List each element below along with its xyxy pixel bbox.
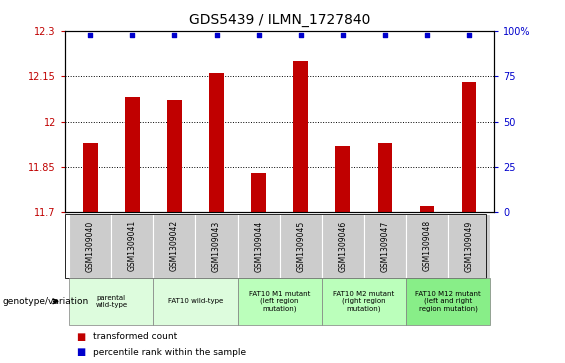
Text: parental
wild-type: parental wild-type xyxy=(95,295,127,308)
Bar xyxy=(111,214,153,278)
Bar xyxy=(377,143,392,212)
Text: GSM1309048: GSM1309048 xyxy=(423,220,432,272)
Bar xyxy=(420,206,434,212)
Bar xyxy=(406,214,448,278)
Text: GSM1309041: GSM1309041 xyxy=(128,220,137,272)
Text: genotype/variation: genotype/variation xyxy=(3,297,89,306)
Text: GSM1309047: GSM1309047 xyxy=(380,220,389,272)
Bar xyxy=(153,278,237,325)
Point xyxy=(380,32,389,38)
Text: GSM1309046: GSM1309046 xyxy=(338,220,347,272)
Point xyxy=(296,32,305,38)
Bar xyxy=(237,278,322,325)
Bar xyxy=(448,214,490,278)
Title: GDS5439 / ILMN_1727840: GDS5439 / ILMN_1727840 xyxy=(189,13,371,27)
Bar xyxy=(209,73,224,212)
Point xyxy=(254,32,263,38)
Text: transformed count: transformed count xyxy=(93,333,177,341)
Point xyxy=(338,32,347,38)
Text: GSM1309049: GSM1309049 xyxy=(464,220,473,272)
Bar xyxy=(280,214,322,278)
Bar xyxy=(125,97,140,212)
Point xyxy=(423,32,432,38)
Point xyxy=(464,32,473,38)
Bar xyxy=(336,146,350,212)
Bar xyxy=(69,278,153,325)
Point xyxy=(212,32,221,38)
Bar xyxy=(237,214,280,278)
Bar xyxy=(406,278,490,325)
Text: GSM1309042: GSM1309042 xyxy=(170,220,179,272)
Bar xyxy=(83,143,98,212)
Text: ■: ■ xyxy=(76,332,85,342)
Text: percentile rank within the sample: percentile rank within the sample xyxy=(93,348,246,356)
Text: FAT10 M2 mutant
(right region
mutation): FAT10 M2 mutant (right region mutation) xyxy=(333,291,394,312)
Bar xyxy=(153,214,195,278)
Bar xyxy=(322,214,364,278)
Text: GSM1309043: GSM1309043 xyxy=(212,220,221,272)
Text: GSM1309044: GSM1309044 xyxy=(254,220,263,272)
Point xyxy=(128,32,137,38)
Text: FAT10 M12 mutant
(left and right
region mutation): FAT10 M12 mutant (left and right region … xyxy=(415,291,481,312)
Point xyxy=(86,32,95,38)
Bar xyxy=(251,173,266,212)
Bar xyxy=(167,101,182,212)
Bar xyxy=(462,82,476,212)
Bar xyxy=(364,214,406,278)
Text: ■: ■ xyxy=(76,347,85,357)
Text: GSM1309045: GSM1309045 xyxy=(296,220,305,272)
Bar xyxy=(69,214,111,278)
Text: FAT10 wild-type: FAT10 wild-type xyxy=(168,298,223,304)
Text: GSM1309040: GSM1309040 xyxy=(86,220,95,272)
Bar xyxy=(322,278,406,325)
Point xyxy=(170,32,179,38)
Bar xyxy=(195,214,237,278)
Text: FAT10 M1 mutant
(left region
mutation): FAT10 M1 mutant (left region mutation) xyxy=(249,291,310,312)
Bar xyxy=(293,61,308,212)
